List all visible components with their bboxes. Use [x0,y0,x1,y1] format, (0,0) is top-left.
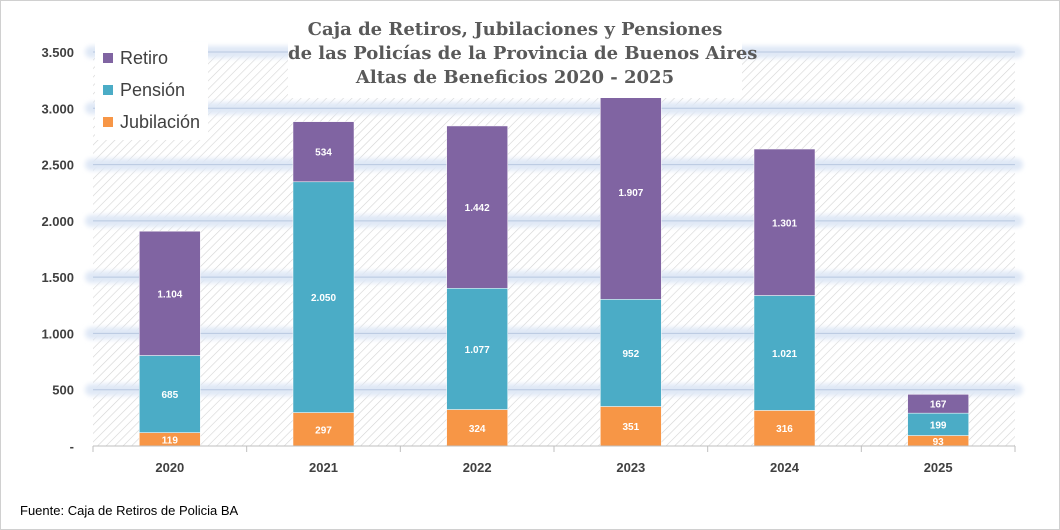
bar-retiro-2022 [446,125,508,289]
bar-pensión-2023 [600,299,662,407]
data-label: 534 [315,148,332,159]
data-label: 119 [162,435,179,446]
x-tick-label: 2022 [463,460,492,475]
bar-jubilación-2021 [292,412,355,447]
data-label: 1.301 [772,218,797,229]
legend-item-pension: Pensión [103,78,185,102]
y-tick-label: 500 [52,383,74,398]
data-label: 685 [161,390,178,401]
bar-jubilación-2022 [446,409,508,447]
data-label: 1.907 [618,188,643,199]
data-label: 316 [776,424,793,435]
chart-title-line-1: Caja de Retiros, Jubilaciones y Pensione… [307,19,723,40]
y-tick-label: 1.500 [41,270,74,285]
plot-area [93,52,1015,446]
y-tick-label: 3.500 [41,45,74,60]
x-tick-label: 2023 [616,460,645,475]
legend-item-retiro: Retiro [103,46,168,70]
data-label: 1.077 [465,345,490,356]
bar-retiro-2023 [600,84,662,300]
y-tick-label: - [70,439,74,454]
chart-title-line-3: Altas de Beneficios 2020 - 2025 [355,67,675,88]
y-tick-label: 1.000 [41,326,74,341]
legend-item-jubilacion: Jubilación [103,110,200,134]
chart-title: Caja de Retiros, Jubilaciones y Pensione… [288,18,758,98]
legend-label-retiro: Retiro [120,47,169,68]
bar-jubilación-2024 [753,410,816,447]
chart-legend: Retiro Pensión Jubilación [95,42,208,140]
bar-retiro-2025 [907,394,969,414]
data-label: 199 [930,420,947,431]
data-label: 952 [622,349,639,360]
chart-title-line-2: de las Policías de la Provincia de Bueno… [288,43,758,64]
data-label: 351 [622,422,639,433]
data-label: 297 [315,425,332,436]
bar-pensión-2022 [446,288,508,410]
x-tick-label: 2020 [155,460,184,475]
source-note: Fuente: Caja de Retiros de Policia BA [20,503,239,518]
data-label: 167 [930,400,947,411]
bar-pensión-2020 [139,355,201,433]
data-label: 1.104 [157,289,182,300]
legend-swatch-jubilacion [103,117,113,127]
data-label: 1.021 [772,349,797,360]
data-label: 1.442 [465,203,490,214]
bar-retiro-2020 [139,230,201,356]
legend-label-jubilacion: Jubilación [120,111,201,132]
legend-swatch-pension [103,85,113,95]
bar-retiro-2021 [292,121,355,183]
y-tick-label: 2.000 [41,214,74,229]
x-tick-label: 2024 [770,460,800,475]
bar-retiro-2024 [753,148,816,296]
x-tick-label: 2025 [924,460,953,475]
bar-jubilación-2023 [600,406,662,447]
bar-pensión-2021 [292,181,355,413]
legend-swatch-retiro [103,53,113,63]
y-tick-label: 3.000 [41,101,74,116]
x-tick-label: 2021 [309,460,338,475]
data-label: 324 [469,424,486,435]
y-tick-label: 2.500 [41,158,74,173]
legend-label-pension: Pensión [120,79,186,100]
bar-pensión-2024 [753,295,816,411]
data-label: 93 [933,437,945,448]
data-label: 2.050 [311,293,336,304]
